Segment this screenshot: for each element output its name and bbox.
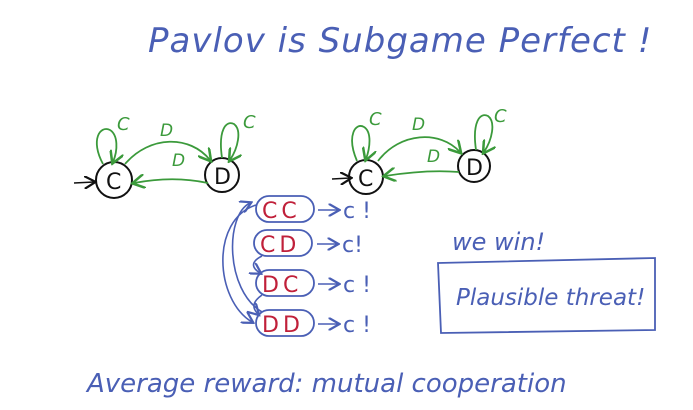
plausible-threat-text: Plausible threat! — [456, 285, 645, 311]
history-pair: CD — [260, 233, 300, 258]
edge-d-to-c — [134, 179, 209, 183]
transition-dd-to-cc — [231, 203, 263, 313]
state-d-label: D — [214, 165, 231, 190]
loop-d — [220, 122, 238, 160]
start-arrow — [73, 182, 94, 183]
state-d-label: D — [466, 156, 483, 181]
history-pair-box — [255, 309, 315, 337]
footer-note: Average reward: mutual cooperation — [85, 369, 567, 399]
history-list: CC c ! CD c! DC c ! DD c ! — [222, 195, 371, 338]
plausible-threat-callout: Plausible threat! — [437, 257, 656, 334]
edge-d-to-c — [385, 171, 460, 176]
loop-d — [474, 114, 492, 152]
edge-d-to-c-label: D — [172, 151, 185, 171]
callout-border — [437, 257, 656, 334]
loop-c — [95, 128, 117, 164]
history-row: CC c ! — [255, 195, 371, 224]
history-pair: DC — [262, 273, 302, 298]
loop-d-label: C — [494, 106, 507, 127]
start-arrow — [331, 178, 350, 179]
loop-c — [351, 125, 369, 161]
left-automaton: C D C C D D — [73, 112, 256, 199]
loop-d-label: C — [243, 112, 256, 133]
history-row: DD c ! — [255, 309, 371, 338]
edge-c-to-d — [124, 140, 210, 165]
transition-cd-to-dc — [254, 255, 263, 273]
history-pair-box — [255, 195, 315, 223]
state-c-label: C — [106, 170, 121, 195]
history-result: c ! — [343, 199, 371, 224]
history-pair: DD — [262, 313, 304, 338]
edge-c-to-d — [377, 136, 460, 162]
transition-dc-to-dd — [254, 294, 263, 314]
history-result: c ! — [343, 313, 371, 338]
history-pair-box — [253, 229, 313, 257]
history-row: CD c! — [253, 229, 363, 258]
history-pair: CC — [262, 199, 301, 224]
history-row: DC c ! — [255, 269, 371, 298]
state-c-label: C — [358, 167, 373, 192]
loop-c-label: C — [117, 114, 130, 135]
transition-cc-to-dd — [222, 204, 257, 322]
edge-d-to-c-label: D — [427, 147, 440, 167]
edge-c-to-d-label: D — [160, 121, 173, 141]
loop-c-label: C — [369, 109, 382, 130]
page-title: Pavlov is Subgame Perfect ! — [148, 21, 652, 61]
history-result: c! — [342, 233, 363, 258]
edge-c-to-d-label: D — [412, 115, 425, 135]
state-d-node — [457, 149, 491, 183]
right-automaton: C D C C D D — [331, 106, 507, 195]
history-pair-box — [255, 269, 315, 297]
we-win-note: we win! — [452, 228, 545, 256]
history-result: c ! — [343, 273, 371, 298]
